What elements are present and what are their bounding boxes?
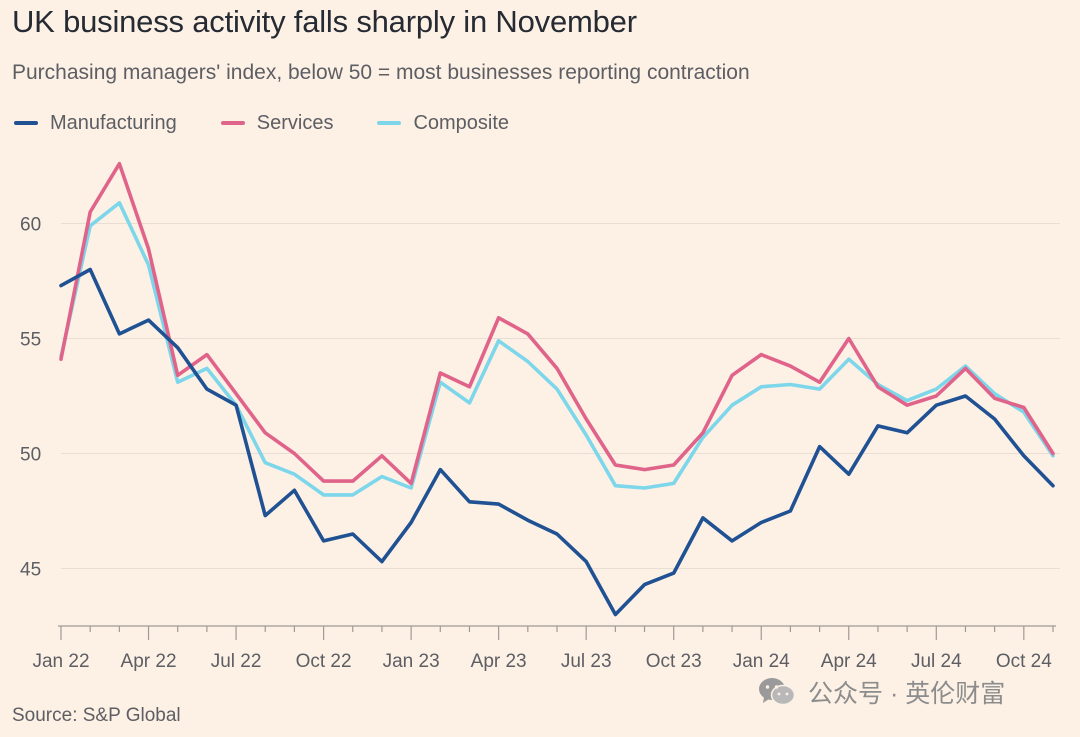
legend-item-composite: Composite <box>377 112 509 135</box>
watermark: 公众号 · 英伦财富 <box>758 674 1005 710</box>
legend-item-services: Services <box>220 111 334 135</box>
x-tick-label-oct-23: Oct 23 <box>646 651 702 672</box>
series-line-composite <box>59 201 1055 497</box>
y-tick-label-50: 50 <box>20 445 41 466</box>
legend-label-composite: Composite <box>413 111 510 134</box>
x-tick-label-apr-22: Apr 22 <box>121 651 177 672</box>
x-tick-label-oct-22: Oct 22 <box>296 651 352 672</box>
x-tick-label-oct-24: Oct 24 <box>996 651 1052 672</box>
x-tick-label-jul-24: Jul 24 <box>911 651 962 672</box>
chart-title: UK business activity falls sharply in No… <box>12 4 637 39</box>
legend-swatch-services <box>220 121 245 125</box>
legend-item-manufacturing: Manufacturing <box>14 112 177 135</box>
watermark-text: 公众号 · 英伦财富 <box>808 680 1006 708</box>
legend: Manufacturing Services Composite <box>14 109 553 137</box>
legend-swatch-manufacturing <box>14 121 38 125</box>
y-tick-label-55: 55 <box>20 330 41 351</box>
y-tick-label-45: 45 <box>20 560 41 581</box>
source-note: Source: S&P Global <box>12 705 181 726</box>
series-line-manufacturing <box>59 267 1055 617</box>
chart-subtitle: Purchasing managers' index, below 50 = m… <box>12 61 750 84</box>
x-tick-label-jan-24: Jan 24 <box>733 651 790 672</box>
wechat-icon <box>759 678 796 706</box>
x-tick-label-jul-22: Jul 22 <box>211 651 262 672</box>
x-tick-label-apr-23: Apr 23 <box>471 651 527 672</box>
y-tick-label-60: 60 <box>20 215 41 236</box>
x-tick-label-jul-23: Jul 23 <box>561 651 612 672</box>
legend-label-manufacturing: Manufacturing <box>50 111 177 134</box>
x-tick-label-jan-23: Jan 23 <box>383 651 440 672</box>
legend-swatch-composite <box>377 121 402 125</box>
legend-label-services: Services <box>256 111 334 134</box>
series-line-services <box>59 161 1055 486</box>
x-tick-label-apr-24: Apr 24 <box>821 651 877 672</box>
x-tick-label-jan-22: Jan 22 <box>32 651 89 672</box>
